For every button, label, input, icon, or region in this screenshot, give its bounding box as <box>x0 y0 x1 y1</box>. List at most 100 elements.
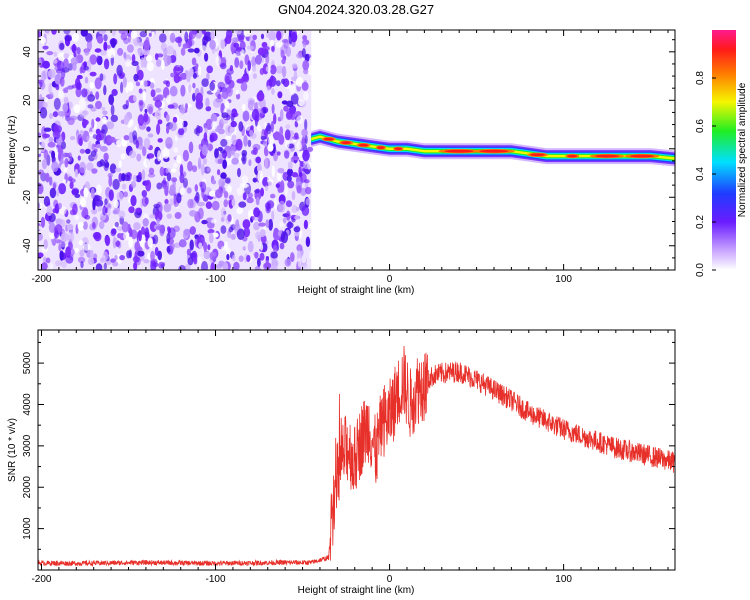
noise-speck <box>246 197 254 204</box>
noise-speck <box>80 197 86 208</box>
noise-speck <box>302 149 310 162</box>
noise-speck <box>103 85 107 96</box>
noise-speck <box>176 155 182 164</box>
noise-speck <box>157 138 163 143</box>
spectrogram-x-tick-label: -200 <box>31 274 51 285</box>
noise-speck <box>135 139 140 149</box>
noise-speck <box>133 36 140 47</box>
noise-speck <box>74 193 81 198</box>
noise-speck <box>44 96 48 103</box>
noise-speck <box>287 161 293 170</box>
noise-speck <box>149 82 155 89</box>
noise-speck <box>198 207 204 220</box>
noise-speck <box>222 159 228 170</box>
noise-speck <box>301 255 307 264</box>
noise-speck <box>254 251 259 259</box>
noise-speck <box>95 100 102 110</box>
noise-speck <box>177 37 182 48</box>
noise-speck <box>293 226 301 233</box>
noise-speck <box>95 117 101 122</box>
noise-speck <box>95 128 101 135</box>
noise-speck <box>271 45 275 52</box>
signal-peak-core <box>358 143 369 147</box>
noise-speck <box>133 73 139 82</box>
noise-speck <box>91 208 98 215</box>
noise-speck <box>48 136 54 143</box>
noise-speck <box>241 103 246 112</box>
noise-speck <box>234 57 240 68</box>
noise-speck <box>267 181 272 186</box>
spectrogram-y-tick-label: 40 <box>22 46 33 58</box>
noise-speck <box>60 232 69 242</box>
noise-speck <box>138 99 144 106</box>
noise-speck <box>276 30 282 41</box>
noise-speck <box>301 48 306 58</box>
noise-speck <box>122 76 127 88</box>
noise-speck <box>251 108 260 121</box>
spectrogram-x-tick-label: -100 <box>206 274 226 285</box>
snr-x-tick-label: -100 <box>206 574 226 585</box>
noise-speck <box>220 62 227 70</box>
noise-speck <box>178 264 186 270</box>
noise-speck <box>232 254 236 262</box>
noise-speck <box>305 236 311 248</box>
noise-speck <box>155 59 162 67</box>
noise-speck <box>246 45 254 51</box>
spectrogram-y-tick-label: -20 <box>22 190 33 205</box>
noise-speck <box>92 222 96 229</box>
noise-speck <box>227 151 232 159</box>
noise-speck <box>121 221 129 233</box>
noise-speck <box>215 97 224 103</box>
noise-speck <box>46 51 54 56</box>
noise-speck <box>155 225 164 231</box>
noise-speck <box>303 91 309 101</box>
noise-speck <box>297 99 305 107</box>
noise-speck <box>216 169 221 176</box>
noise-speck <box>304 119 308 131</box>
noise-speck <box>91 168 98 174</box>
noise-speck <box>71 43 77 54</box>
noise-speck <box>123 52 127 59</box>
noise-speck <box>108 175 113 187</box>
noise-speck <box>123 114 129 126</box>
noise-speck <box>281 58 286 65</box>
noise-speck <box>217 93 222 100</box>
noise-speck <box>109 163 117 174</box>
noise-speck <box>72 203 78 215</box>
noise-speck <box>305 198 311 206</box>
noise-speck <box>302 35 307 41</box>
noise-speck <box>137 50 144 57</box>
noise-speck <box>113 73 118 85</box>
noise-speck <box>226 253 230 261</box>
noise-speck <box>95 263 103 270</box>
noise-speck <box>285 139 290 149</box>
noise-speck <box>45 30 50 35</box>
noise-speck <box>166 45 174 55</box>
noise-speck <box>78 222 84 227</box>
noise-speck <box>205 201 213 209</box>
noise-speck <box>231 134 237 146</box>
noise-speck <box>261 41 268 48</box>
noise-speck <box>223 199 228 208</box>
noise-speck <box>257 163 262 173</box>
noise-speck <box>241 149 248 157</box>
snr-series-line <box>38 345 675 568</box>
noise-speck <box>269 39 275 47</box>
noise-speck <box>265 53 270 65</box>
noise-speck <box>268 30 277 42</box>
noise-speck <box>63 58 69 69</box>
spectrogram-heatmap <box>38 30 675 270</box>
noise-speck <box>79 161 86 174</box>
noise-speck <box>215 264 223 269</box>
noise-speck <box>43 239 48 250</box>
noise-speck <box>254 189 260 194</box>
noise-speck <box>169 198 174 207</box>
noise-speck <box>231 198 236 207</box>
noise-speck <box>166 125 170 134</box>
noise-speck <box>295 76 304 87</box>
noise-speck <box>135 81 141 87</box>
noise-speck <box>114 255 118 261</box>
figure-title: GN04.2024.320.03.28.G27 <box>278 2 434 17</box>
noise-speck <box>60 240 66 248</box>
noise-speck <box>43 133 50 138</box>
